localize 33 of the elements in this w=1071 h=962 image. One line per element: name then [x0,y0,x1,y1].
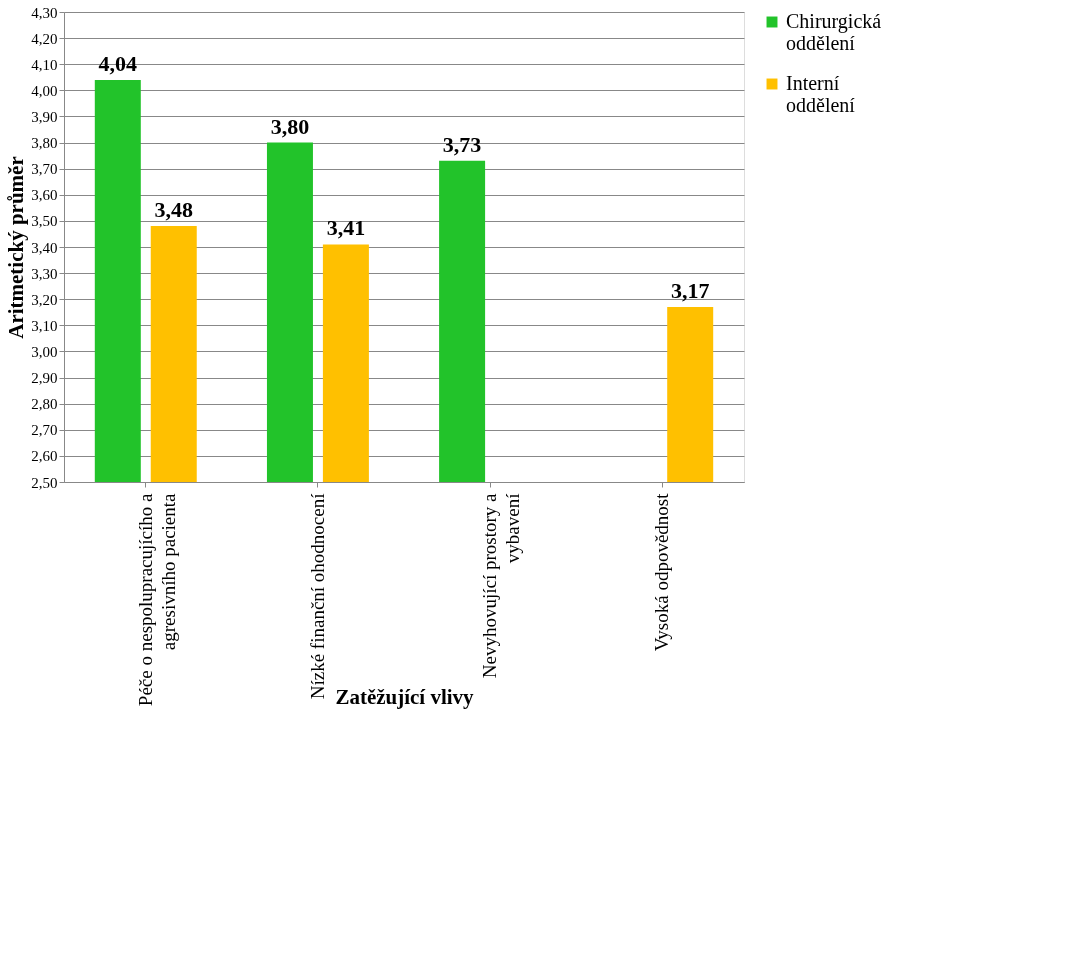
data-label: 3,73 [442,131,482,157]
y-tick-label: 3,00 [31,343,58,360]
y-tick-label: 3,20 [31,291,58,308]
x-tick-label: Nevyhovující prostory a vybavení [479,492,524,679]
data-label: 3,80 [270,113,310,139]
x-tick-label: Nízké finanční ohodnocení [306,492,328,700]
y-tick-label: 3,40 [31,239,58,256]
data-label: 3,17 [670,278,710,304]
y-tick-label: 3,70 [31,161,58,178]
y-tick-label: 3,30 [31,265,58,282]
x-axis-title: Zatěžující vlivy [335,684,475,709]
x-tick-label: Vysoká odpovědnost [651,492,673,652]
data-label: 4,04 [98,50,138,76]
y-axis-title: Aritmetický průměr [4,156,29,339]
y-tick-label: 4,10 [31,56,58,73]
y-tick-label: 3,50 [31,213,58,230]
y-tick-label: 4,30 [31,4,58,21]
y-tick-label: 3,90 [31,108,58,125]
y-tick-label: 2,90 [31,370,58,387]
x-tick-label: Péče o nespolupracujícího a agresivního pacienta [134,492,179,707]
legend-label: Interní oddělení [786,72,856,116]
data-label: 3,41 [326,215,366,241]
y-tick-label: 2,80 [31,396,58,413]
y-tick-label: 3,10 [31,317,58,334]
y-tick-label: 2,60 [31,448,58,465]
y-tick-label: 2,50 [31,474,58,491]
y-tick-label: 3,60 [31,187,58,204]
legend-label: Chirurgická oddělení [786,10,882,54]
y-tick-label: 4,00 [31,82,58,99]
y-tick-label: 4,20 [31,30,58,47]
y-tick-label: 2,70 [31,422,58,439]
y-tick-label: 3,80 [31,135,58,152]
data-label: 3,48 [154,197,193,223]
